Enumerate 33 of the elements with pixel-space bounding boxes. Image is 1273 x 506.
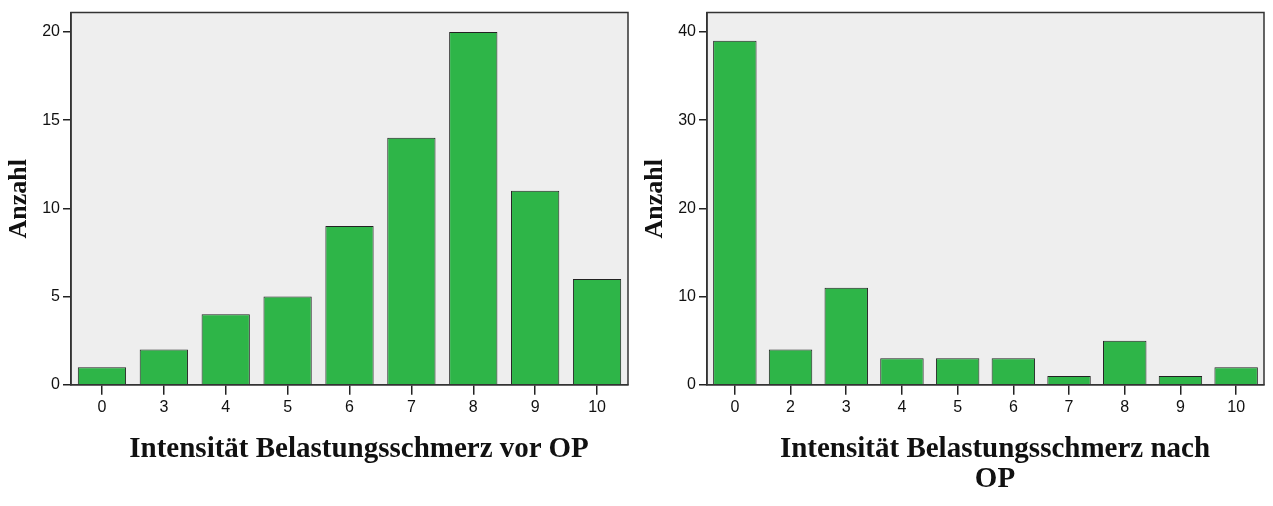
x-tick-label: 5	[953, 397, 963, 415]
x-tick-label: 0	[97, 397, 107, 415]
x-axis-title: Intensität Belastungsschmerz nach OP	[778, 431, 1212, 493]
x-tick-label: 7	[1064, 397, 1074, 415]
x-tick-label: 2	[786, 397, 796, 415]
y-tick-label: 5	[51, 287, 61, 305]
y-tick-label: 0	[687, 375, 697, 393]
x-tick-label: 5	[283, 397, 293, 415]
y-tick-label: 20	[42, 22, 61, 40]
x-axis-title: Intensität Belastungsschmerz vor OP	[128, 431, 590, 463]
y-axis-title: Anzahl	[639, 158, 669, 239]
x-tick-label: 10	[1227, 397, 1246, 415]
y-tick-label: 30	[678, 110, 697, 128]
x-tick-label: 3	[841, 397, 851, 415]
x-tick-label: 10	[588, 397, 607, 415]
y-axis-title: Anzahl	[3, 158, 33, 239]
x-tick-label: 8	[1120, 397, 1130, 415]
x-tick-label: 0	[730, 397, 740, 415]
x-tick-label: 4	[897, 397, 907, 415]
y-tick-label: 40	[678, 22, 697, 40]
x-tick-label: 8	[468, 397, 478, 415]
y-tick-label: 15	[42, 110, 61, 128]
x-tick-label: 7	[406, 397, 416, 415]
x-tick-label: 3	[159, 397, 169, 415]
x-tick-label: 9	[1176, 397, 1185, 415]
x-tick-label: 4	[221, 397, 231, 415]
x-tick-label: 6	[345, 397, 355, 415]
y-tick-label: 0	[51, 375, 61, 393]
y-tick-label: 10	[42, 198, 61, 216]
y-tick-label: 20	[678, 198, 697, 216]
x-tick-label: 6	[1008, 397, 1018, 415]
y-tick-label: 10	[678, 287, 697, 305]
x-tick-label: 9	[530, 397, 540, 415]
